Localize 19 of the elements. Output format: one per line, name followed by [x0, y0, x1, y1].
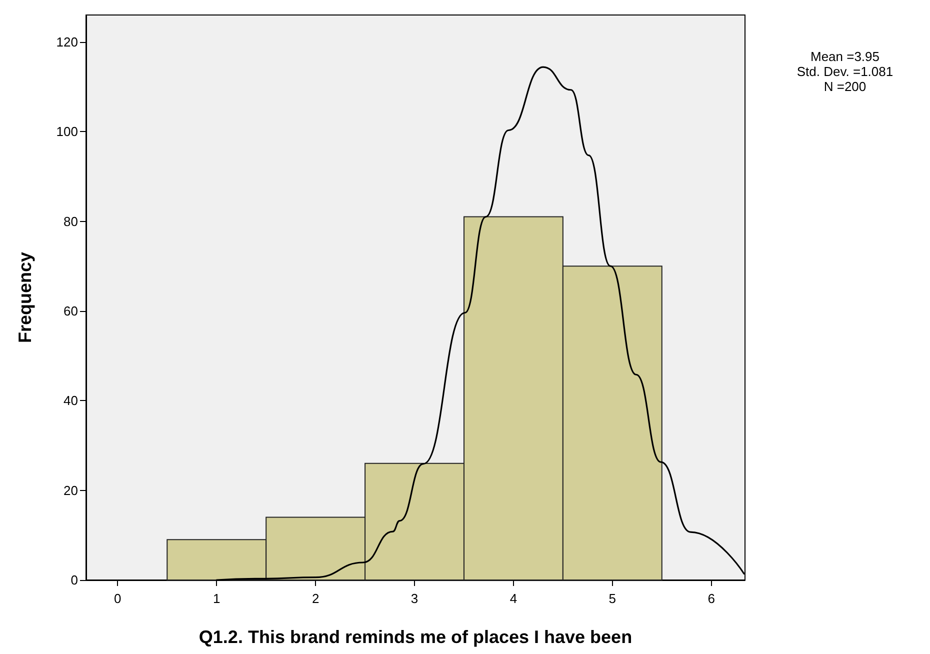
x-tick-label: 3 — [410, 591, 418, 606]
x-tick-label: 4 — [510, 591, 518, 606]
x-tick-label: 0 — [114, 591, 122, 606]
text: Std. Dev. =1.081 — [796, 64, 894, 79]
text: N =200 — [824, 79, 866, 94]
y-tick-label: 120 — [56, 34, 78, 50]
y-tick-label: 100 — [56, 124, 78, 140]
y-tick-label: 0 — [70, 572, 78, 588]
x-tick-label: 6 — [708, 591, 715, 606]
y-tick-label: 40 — [64, 393, 78, 408]
y-tick-label: 60 — [64, 303, 78, 318]
y-tick-label: 80 — [64, 214, 78, 229]
x-tick-label: 2 — [312, 591, 320, 606]
x-tick-label: 1 — [212, 591, 220, 606]
x-tick-label: 5 — [608, 591, 616, 606]
y-axis-title: Frequency — [15, 252, 35, 344]
y-tick-label: 20 — [64, 482, 78, 498]
x-axis-title: Q1.2. This brand reminds me of places I have been — [198, 627, 632, 647]
text: Mean =3.95 — [810, 49, 880, 64]
